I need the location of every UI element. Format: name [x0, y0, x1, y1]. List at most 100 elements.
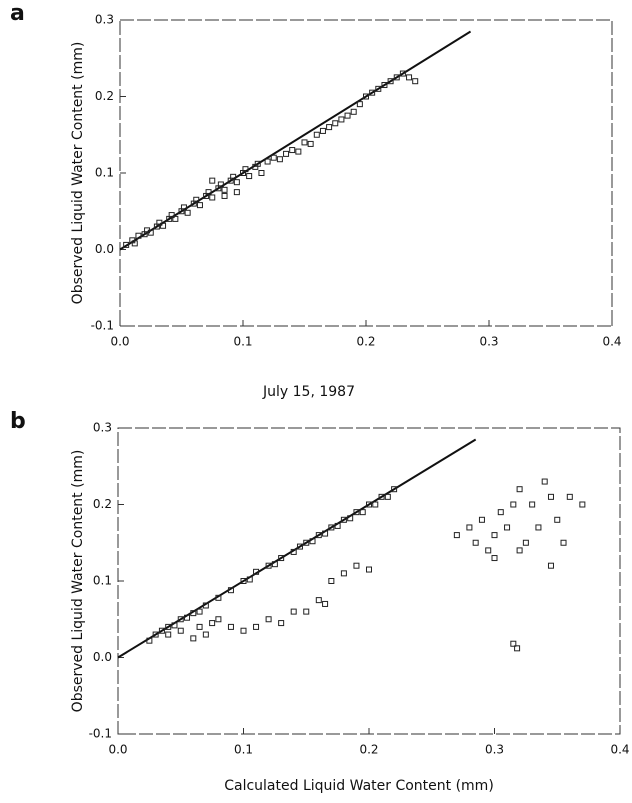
data-point	[264, 158, 271, 165]
data-point	[205, 189, 212, 196]
x-tick-label: 0.3	[479, 335, 498, 349]
data-point	[566, 493, 573, 500]
data-point	[221, 186, 228, 193]
data-point	[453, 532, 460, 539]
data-point	[240, 627, 247, 634]
x-axis-label: Calculated Liquid Water Content (mm)	[224, 778, 494, 794]
plot-frame	[119, 19, 613, 327]
data-point	[384, 493, 391, 500]
x-tick-label: 0.0	[110, 335, 129, 349]
y-tick-label: -0.1	[89, 727, 112, 741]
data-point	[233, 179, 240, 186]
data-point	[315, 532, 322, 539]
data-point	[579, 501, 586, 508]
data-point	[338, 116, 345, 123]
x-tick-label: 0.1	[234, 743, 253, 757]
data-point	[359, 509, 366, 516]
data-point	[381, 82, 388, 89]
data-point	[177, 627, 184, 634]
data-point	[254, 160, 261, 167]
data-point	[412, 78, 419, 85]
data-point	[485, 547, 492, 554]
y-tick-label: 0.2	[95, 89, 114, 103]
data-point	[393, 74, 400, 81]
data-point	[301, 139, 308, 146]
data-point	[309, 538, 316, 545]
y-tick-label: 0.0	[95, 242, 114, 256]
plot-frame	[117, 427, 621, 735]
data-point	[560, 539, 567, 546]
data-point	[497, 509, 504, 516]
y-tick-label: 0.1	[93, 574, 112, 588]
data-point	[271, 561, 278, 568]
x-tick-label: 0.4	[602, 335, 621, 349]
data-point	[177, 616, 184, 623]
y-axis-label: Observed Liquid Water Content (mm)	[70, 42, 86, 305]
data-point	[227, 623, 234, 630]
data-point	[221, 192, 228, 199]
data-point	[296, 543, 303, 550]
data-point	[322, 530, 329, 537]
data-point	[217, 181, 224, 188]
data-point	[510, 640, 517, 647]
data-point	[283, 150, 290, 157]
data-point	[406, 74, 413, 81]
data-point	[253, 623, 260, 630]
data-point	[303, 608, 310, 615]
data-point	[290, 548, 297, 555]
data-point	[369, 89, 376, 96]
data-point	[146, 637, 153, 644]
data-point	[356, 101, 363, 108]
data-point	[276, 156, 283, 163]
data-point	[326, 124, 333, 131]
data-point	[554, 516, 561, 523]
data-point	[303, 539, 310, 546]
data-point	[253, 568, 260, 575]
data-point	[478, 516, 485, 523]
data-point	[535, 524, 542, 531]
data-point	[258, 170, 265, 176]
data-point	[147, 229, 154, 236]
x-tick-label: 0.3	[485, 743, 504, 757]
data-point	[328, 578, 335, 584]
data-point	[472, 539, 479, 546]
data-point	[353, 509, 360, 516]
data-point	[295, 148, 302, 155]
x-tick-label: 0.1	[233, 335, 252, 349]
data-point	[313, 131, 320, 138]
data-point	[135, 232, 142, 239]
data-point	[233, 189, 240, 196]
data-point	[516, 486, 523, 493]
data-point	[190, 635, 197, 642]
data-point	[322, 600, 329, 607]
data-point	[202, 631, 209, 638]
x-tick-label: 0.4	[610, 743, 629, 757]
data-point	[246, 173, 253, 180]
data-point	[242, 166, 249, 173]
data-point	[307, 140, 314, 147]
data-point	[350, 108, 357, 115]
data-point	[160, 222, 167, 229]
data-point	[246, 576, 253, 583]
y-tick-label: -0.1	[91, 319, 114, 333]
x-tick-label: 0.2	[356, 335, 375, 349]
data-point	[265, 562, 272, 569]
data-point	[230, 173, 237, 180]
data-point	[215, 616, 222, 623]
data-point	[209, 194, 216, 201]
data-point	[184, 614, 191, 621]
data-point	[399, 70, 406, 77]
data-point	[466, 524, 473, 531]
data-point	[529, 501, 536, 508]
data-point	[184, 209, 191, 216]
reference-line	[117, 438, 477, 659]
data-point	[270, 154, 277, 161]
data-point	[278, 620, 285, 627]
data-point	[334, 522, 341, 529]
data-point	[168, 212, 175, 219]
data-point	[180, 204, 187, 211]
y-tick-label: 0.1	[95, 166, 114, 180]
data-point	[504, 524, 511, 531]
data-point	[278, 555, 285, 562]
data-point	[131, 240, 138, 247]
